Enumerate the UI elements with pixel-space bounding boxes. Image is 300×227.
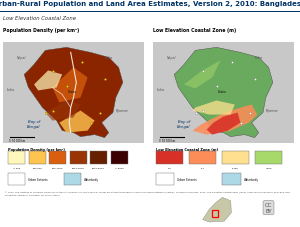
Text: > 5000: > 5000 [115,167,124,168]
Polygon shape [45,101,81,121]
Point [248,111,252,115]
Bar [8,152,26,165]
Text: 5-7: 5-7 [201,167,205,168]
Polygon shape [207,113,240,135]
Bar [212,210,218,217]
Bar [222,173,241,185]
Polygon shape [153,43,294,143]
Text: Urban Extents: Urban Extents [177,177,197,181]
Text: Low Elevation Coastal Zone (m): Low Elevation Coastal Zone (m) [156,147,218,151]
Polygon shape [24,48,123,138]
Bar [29,152,46,165]
Text: India: India [104,56,112,60]
Text: 0  50 100 km: 0 50 100 km [9,138,25,142]
Text: Dhaka: Dhaka [68,90,76,94]
Point [98,111,102,115]
Text: Dhaka: Dhaka [218,90,226,94]
Text: 1000-2000: 1000-2000 [72,167,85,168]
Polygon shape [184,61,221,89]
Text: 2000-5000: 2000-5000 [92,167,105,168]
Text: Population Density (per km²): Population Density (per km²) [8,147,65,151]
Text: >750: >750 [266,167,272,168]
Text: Nepal: Nepal [167,56,176,60]
Point [50,70,55,74]
Point [215,85,220,89]
Polygon shape [203,197,231,222]
Point [103,78,108,81]
Bar [255,152,283,165]
Polygon shape [52,68,88,103]
Text: Myanmar: Myanmar [116,108,129,112]
Text: Low Elevation Coastal Zone (m): Low Elevation Coastal Zone (m) [153,28,236,33]
Point [80,61,85,65]
Point [65,85,70,89]
Bar [111,152,128,165]
Polygon shape [193,105,257,135]
Point [230,61,235,65]
Point [88,122,93,126]
Text: Nepal: Nepal [17,56,26,60]
Bar [189,152,216,165]
Text: Waterbody: Waterbody [83,177,98,181]
Text: < 200: < 200 [13,167,20,168]
Bar [0,12,300,13]
Bar [8,173,26,185]
Bar [156,173,175,185]
Bar [156,152,183,165]
Point [200,110,205,113]
Point [253,78,258,81]
Text: Waterbody: Waterbody [244,177,259,181]
Text: Bay of
Bengal: Bay of Bengal [177,119,191,128]
Text: © 2013. The Trustees of Columbia University in the City of New York. Data Source: © 2013. The Trustees of Columbia Univers… [5,191,290,195]
Polygon shape [174,48,273,138]
Point [50,110,55,113]
Bar [222,152,249,165]
Text: CC
BY: CC BY [265,202,272,213]
Text: 200-500: 200-500 [32,167,42,168]
Text: India: India [7,88,15,92]
Text: India: India [254,56,262,60]
Text: Low Elevation Coastal Zone: Low Elevation Coastal Zone [3,16,76,21]
Text: 0  50 100 km: 0 50 100 km [159,138,175,142]
Point [44,112,49,115]
Text: Urban Extents: Urban Extents [28,177,48,181]
Bar [90,152,107,165]
Text: Bay of
Bengal: Bay of Bengal [27,119,41,128]
Text: 5-750: 5-750 [232,167,239,168]
Point [238,122,243,126]
Polygon shape [193,101,235,115]
Point [194,112,199,115]
Text: Urban-Rural Population and Land Area Estimates, Version 2, 2010: Bangladesh: Urban-Rural Population and Land Area Est… [0,0,300,7]
Text: Population Density (per km²): Population Density (per km²) [3,28,79,33]
Bar [70,152,87,165]
Polygon shape [59,111,95,133]
Text: 0-5: 0-5 [167,167,171,168]
Bar [64,173,81,185]
Text: India: India [157,88,165,92]
Bar [49,152,66,165]
Point [200,70,205,74]
Polygon shape [34,71,62,91]
Text: 500-1000: 500-1000 [52,167,64,168]
Polygon shape [3,43,144,143]
Text: Myanmar: Myanmar [266,108,279,112]
